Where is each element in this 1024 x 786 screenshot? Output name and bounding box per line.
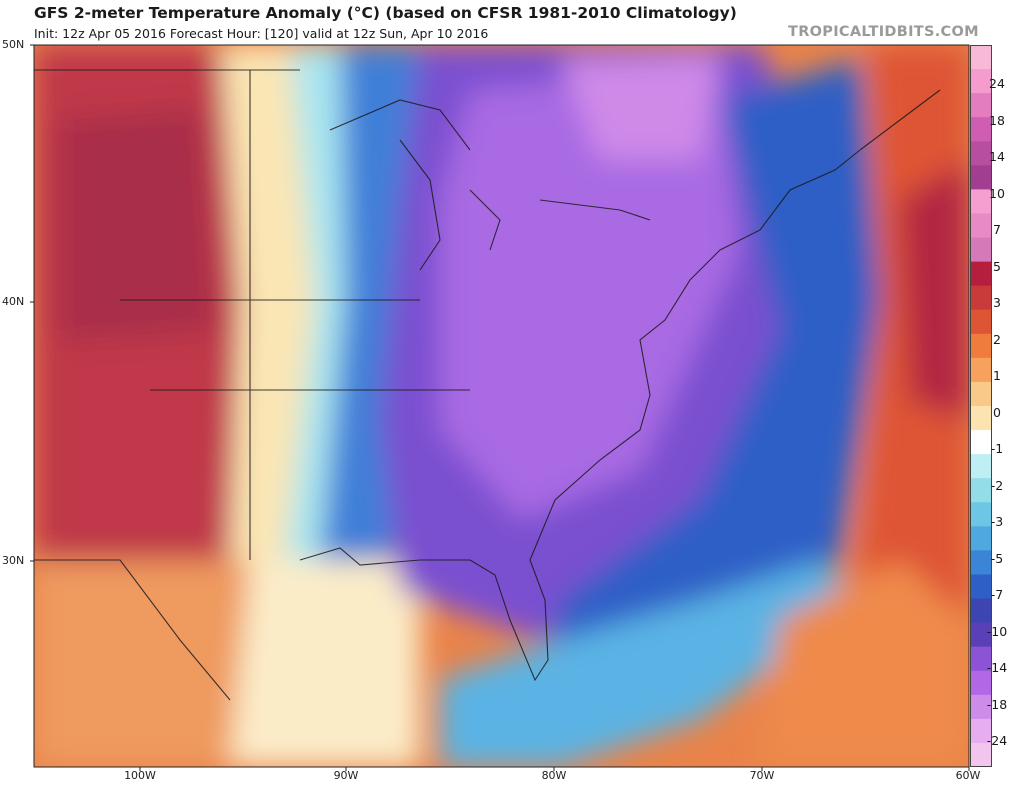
colorbar-swatch (970, 502, 992, 527)
colorbar-tick-label: -14 (986, 660, 1008, 675)
colorbar-swatch (970, 406, 992, 431)
colorbar-swatch (970, 141, 992, 166)
colorbar-swatch (970, 333, 992, 359)
colorbar-swatch (970, 381, 992, 407)
colorbar-swatch (970, 285, 992, 311)
colorbar-tick-label: -7 (990, 587, 1004, 602)
colorbar-tick-label: -18 (986, 696, 1008, 712)
colorbar-swatch (970, 550, 992, 575)
colorbar-swatch (970, 454, 992, 479)
forecast-info: Init: 12z Apr 05 2016 Forecast Hour: [12… (34, 26, 489, 41)
colorbar-tick-label: 14 (989, 149, 1005, 164)
colorbar-swatch (970, 309, 992, 335)
colorbar-swatch (970, 574, 992, 600)
colorbar-swatch (970, 213, 992, 239)
colorbar-swatch (970, 670, 992, 696)
colorbar-swatch (970, 430, 992, 455)
colorbar-tick-label: -5 (990, 550, 1004, 566)
lon-label-80w: 80W (541, 769, 567, 782)
colorbar-tick-label: 3 (993, 295, 1001, 310)
colorbar-tick-label: -1 (990, 441, 1004, 456)
site-watermark: TROPICALTIDBITS.COM (788, 24, 979, 40)
colorbar (970, 45, 992, 767)
colorbar-swatch (970, 45, 992, 70)
colorbar-swatch (970, 189, 992, 214)
colorbar-swatch (970, 622, 992, 648)
colorbar-outline (970, 45, 992, 767)
map-field (34, 45, 969, 767)
colorbar-swatch (970, 478, 992, 503)
lat-label-30n: 30N (2, 554, 25, 567)
coastlines (34, 69, 941, 701)
colorbar-tick-label: -24 (986, 733, 1008, 748)
colorbar-swatch (970, 117, 992, 142)
colorbar-swatch (970, 93, 992, 118)
colorbar-tick-label: 10 (989, 185, 1005, 201)
colorbar-swatch (970, 237, 992, 263)
lon-label-60w: 60W (955, 769, 981, 782)
colorbar-swatch (970, 261, 992, 287)
colorbar-swatch (970, 69, 992, 94)
lon-label-70w: 70W (749, 769, 775, 782)
lat-label-40n: 40N (2, 295, 25, 308)
colorbar-tick-label: 24 (989, 76, 1005, 91)
colorbar-swatch (970, 742, 992, 767)
colorbar-swatch (970, 646, 992, 672)
colorbar-swatch (970, 357, 992, 383)
colorbar-tick-label: 0 (993, 404, 1001, 420)
colorbar-tick-label: 18 (989, 112, 1005, 128)
lon-label-90w: 90W (333, 769, 359, 782)
colorbar-tick-label: -3 (990, 514, 1004, 529)
colorbar-swatch (970, 694, 992, 720)
colorbar-tick-label: -2 (990, 477, 1004, 493)
colorbar-swatch (970, 598, 992, 624)
colorbar-swatch (970, 165, 992, 190)
colorbar-tick-label: 5 (993, 258, 1001, 274)
colorbar-tick-label: -10 (986, 623, 1008, 639)
colorbar-tick-label: 2 (993, 331, 1001, 347)
colorbar-tick-label: 1 (993, 368, 1001, 383)
chart-title: GFS 2-meter Temperature Anomaly (°C) (ba… (34, 4, 737, 22)
lon-label-100w: 100W (124, 769, 156, 782)
colorbar-swatch (970, 526, 992, 551)
colorbar-tick-label: 7 (993, 222, 1001, 237)
colorbar-swatch (970, 718, 992, 744)
lat-label-50n: 50N (2, 38, 25, 51)
